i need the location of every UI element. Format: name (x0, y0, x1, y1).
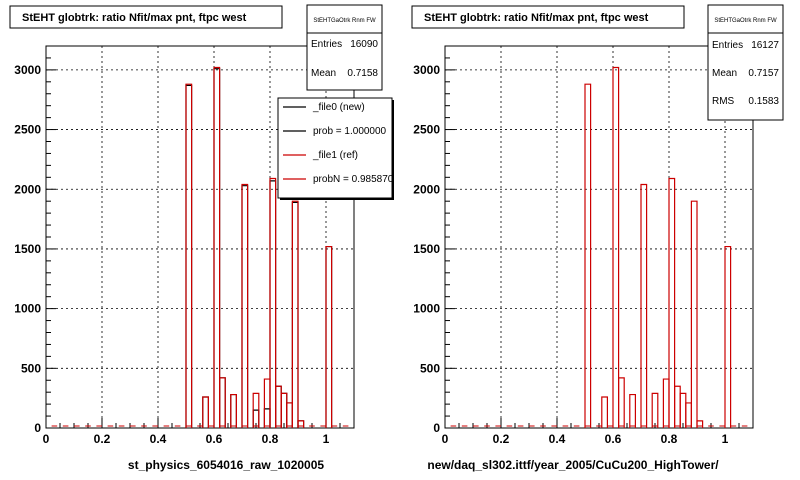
histogram-bin (241, 183, 249, 428)
legend-label: _file1 (ref) (312, 150, 358, 161)
legend-label: _file0 (new) (312, 102, 365, 113)
histogram-bin (291, 200, 299, 428)
histogram-bin (584, 83, 592, 428)
histogram-bin (612, 66, 620, 428)
histogram-bin (269, 177, 277, 428)
stats-box (306, 4, 383, 91)
stats-value: 16127 (751, 40, 779, 51)
y-tick-label: 2000 (14, 182, 41, 196)
histogram-bin (219, 377, 226, 428)
histogram-bin (668, 177, 676, 428)
y-tick-label: 1500 (413, 242, 440, 256)
chart-title: StEHT globtrk: ratio Nfit/max pnt, ftpc … (22, 12, 247, 24)
y-tick-label: 1000 (413, 302, 440, 316)
x-tick-label: 0.6 (206, 432, 223, 446)
stats-box (707, 4, 784, 121)
x-tick-label: 0.8 (661, 432, 678, 446)
title-box (411, 5, 685, 29)
stats-value: 0.1583 (748, 96, 779, 107)
legend-box (277, 97, 393, 199)
series-1 (584, 66, 732, 428)
y-tick-label: 3000 (413, 63, 440, 77)
y-tick-label: 500 (420, 361, 440, 375)
y-tick-label: 3000 (14, 63, 41, 77)
stats-label: Mean (712, 68, 737, 79)
y-tick-label: 500 (21, 361, 41, 375)
stats-value: 0.7157 (748, 68, 779, 79)
histogram-bin (640, 183, 648, 428)
stats-value: 0.7158 (347, 68, 378, 79)
x-tick-label: 0.2 (493, 432, 510, 446)
x-tick-label: 0.6 (605, 432, 622, 446)
legend-label: prob = 1.000000 (313, 126, 387, 137)
stats-value: 16090 (350, 39, 378, 50)
histogram-bin (601, 396, 608, 428)
chart-title: StEHT globtrk: ratio Nfit/max pnt, ftpc … (424, 12, 649, 24)
legend: _file0 (new) prob = 1.000000 _file1 (ref) p… (277, 97, 394, 200)
histogram-bin (297, 420, 305, 428)
x-tick-label: 1 (323, 432, 330, 446)
title-box (9, 5, 283, 29)
histogram-bin (696, 420, 704, 428)
x-tick-label: 0.4 (150, 432, 167, 446)
x-tick-label: 0.2 (94, 432, 111, 446)
stats-label: RMS (712, 96, 735, 107)
histogram-bin (230, 393, 237, 428)
legend-label: probN = 0.985870 (313, 174, 394, 185)
stats-label: Mean (311, 68, 336, 79)
plot-frame (444, 45, 754, 429)
x-tick-label: 0 (43, 432, 50, 446)
histogram-bin (252, 392, 260, 428)
y-tick-label: 1000 (14, 302, 41, 316)
stats-label: Entries (712, 40, 743, 51)
histogram-bin (651, 392, 659, 428)
histogram-bin (185, 83, 193, 428)
series-2 (185, 66, 333, 428)
histogram-bin (213, 66, 221, 428)
x-tick-label: 0.4 (549, 432, 566, 446)
y-tick-label: 1500 (14, 242, 41, 256)
x-tick-label: 0 (442, 432, 449, 446)
y-tick-label: 2500 (14, 123, 41, 137)
stats-header: StEHTGaOtrk Rnm FW (714, 18, 777, 24)
y-tick-label: 0 (433, 421, 440, 435)
histogram-bin (629, 393, 636, 428)
stats-label: Entries (311, 39, 342, 50)
histogram-bin (202, 396, 209, 428)
x-tick-label: 0.8 (262, 432, 279, 446)
histogram-bin (618, 377, 625, 428)
stats-header: StEHTGaOtrk Rnm FW (313, 18, 376, 24)
histogram-bin (690, 200, 698, 428)
x-tick-label: 1 (722, 432, 729, 446)
x-axis-label: new/daq_sl302.ittf/year_2005/CuCu200_Hig… (427, 458, 719, 472)
x-axis-label: st_physics_6054016_raw_1020005 (128, 458, 324, 472)
histogram-bin (724, 245, 732, 428)
chart-panel-1: 0 0.2 0.4 0.6 0.8 1 0 500 1000 1500 2000 2500 3000 St… (9, 4, 394, 472)
y-tick-label: 0 (34, 421, 41, 435)
chart-panel-2: 0 0.2 0.4 0.6 0.8 1 0 500 1000 1500 2000 2500 3000 St… (411, 4, 784, 472)
y-tick-label: 2500 (413, 123, 440, 137)
histogram-bin (325, 245, 333, 428)
y-tick-label: 2000 (413, 182, 440, 196)
